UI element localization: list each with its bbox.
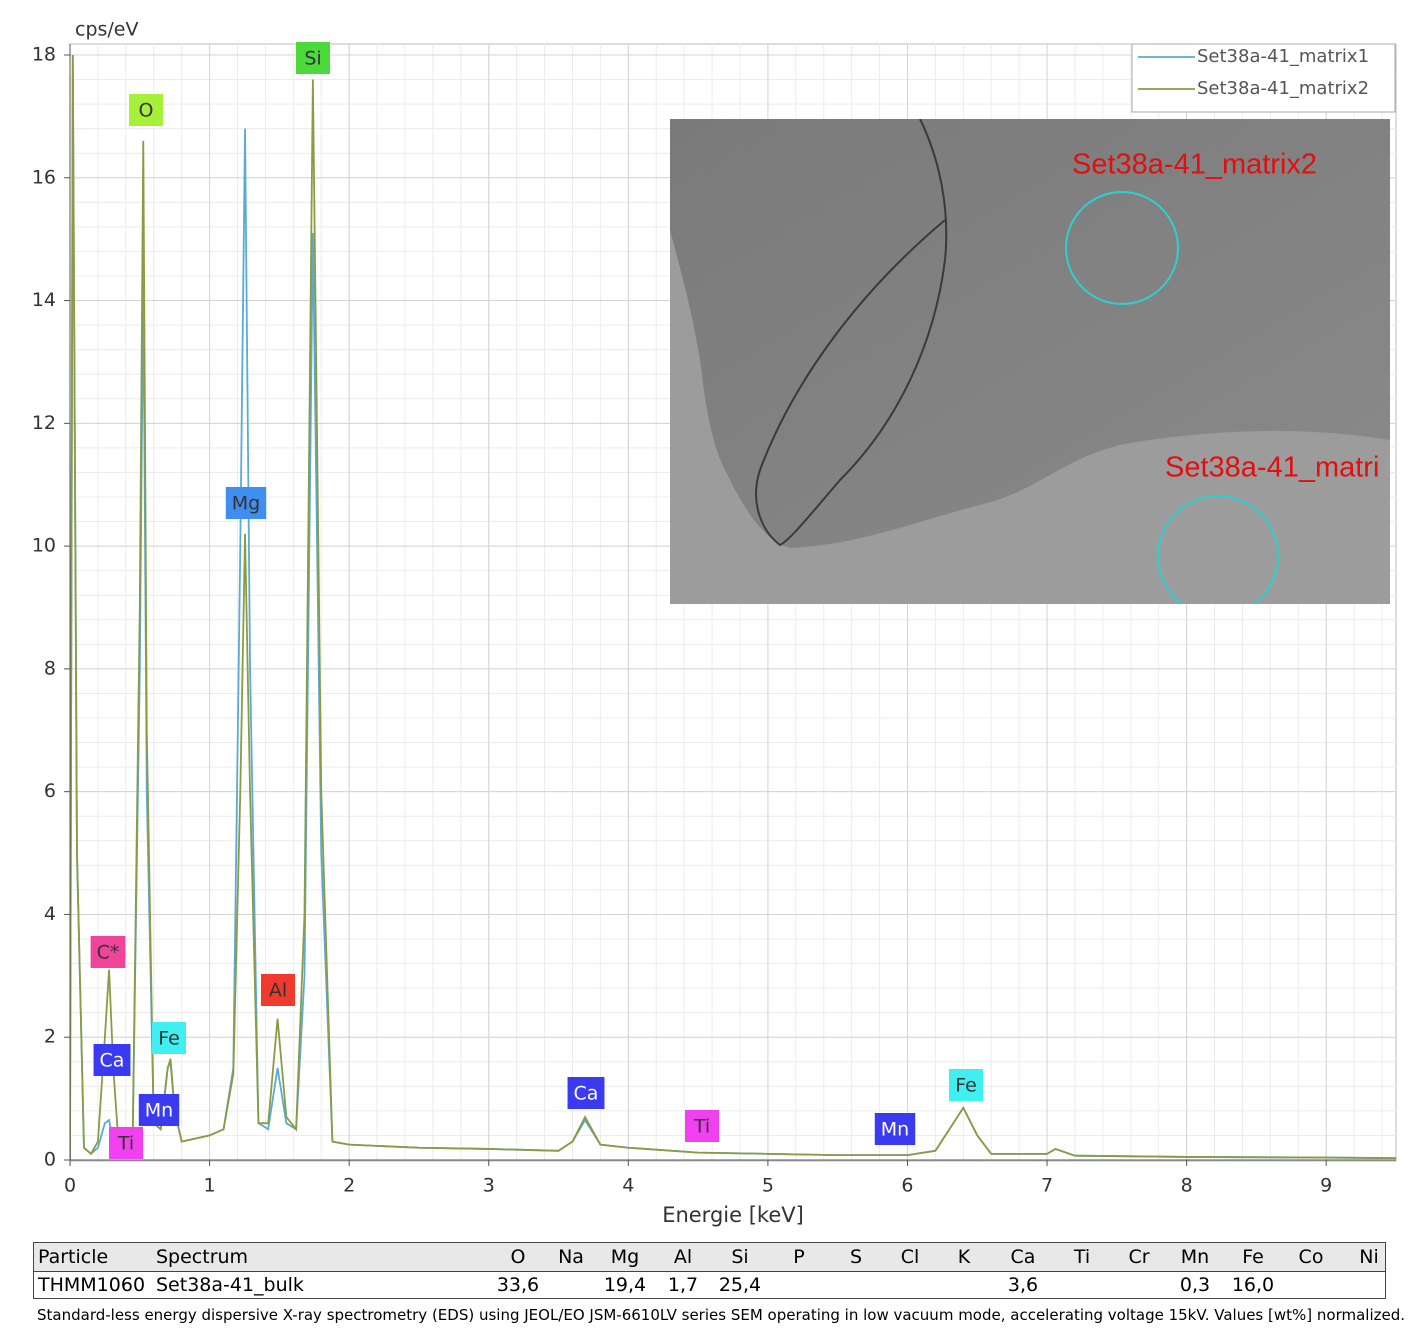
- x-tick-label: 6: [901, 1175, 913, 1197]
- table-cell: S: [849, 1246, 863, 1268]
- peak-label-box: [109, 1127, 143, 1159]
- table: Particle Spectrum O Na Mg Al Si P S Cl K Ca Ti Cr Mn Fe…: [33, 1242, 1386, 1299]
- y-tick-label: 12: [32, 412, 56, 434]
- peak-label: Ti: [117, 1133, 134, 1155]
- x-tick-label: 0: [64, 1175, 76, 1197]
- table-cell: Si: [731, 1246, 749, 1268]
- table-cell: P: [793, 1246, 805, 1268]
- table-cell: 25,4: [718, 1274, 762, 1296]
- peak-label-box: [874, 1113, 916, 1145]
- table-cell: 1,7: [667, 1274, 699, 1296]
- x-tick-label: 1: [204, 1175, 216, 1197]
- image-label: Set38a-41_matrix2: [1072, 149, 1317, 181]
- y-tick-label: 0: [44, 1149, 56, 1171]
- image-circle: [1157, 495, 1279, 604]
- peak-label: Mn: [881, 1119, 909, 1141]
- image-label: Set38a-41_matri: [1165, 452, 1379, 484]
- table-cell: Fe: [1242, 1246, 1264, 1268]
- y-tick-label: 8: [44, 657, 56, 679]
- image-crack: [755, 119, 948, 547]
- table-cell: Ni: [1359, 1246, 1379, 1268]
- table-cell: Ca: [1010, 1246, 1036, 1268]
- x-axis-label: Energie [keV]: [662, 1203, 804, 1227]
- footnote: Standard-less energy dispersive X-ray sp…: [37, 1306, 1406, 1324]
- table-cell: Cl: [900, 1246, 920, 1268]
- table-cell: 0,3: [1179, 1274, 1211, 1296]
- y-tick-label: 10: [32, 535, 56, 557]
- peak-label-box: [90, 936, 126, 968]
- table-cell: 33,6: [496, 1274, 540, 1296]
- table-cell: Cr: [1128, 1246, 1150, 1268]
- table-cell: Mn: [1180, 1246, 1210, 1268]
- table-row: THMM1060 Set38a-41_bulk 33,6 19,4 1,7 25,4 3,6…: [34, 1271, 1385, 1299]
- table-header: Particle Spectrum O Na Mg Al Si P S Cl K Ca Ti Cr Mn Fe…: [34, 1243, 1385, 1272]
- peak-label: Fe: [158, 1028, 180, 1050]
- legend-label: Set38a-41_matrix2: [1197, 78, 1369, 99]
- table-cell: Na: [558, 1246, 584, 1268]
- peak-label: Ca: [574, 1083, 599, 1105]
- table-cell: Al: [673, 1246, 693, 1268]
- y-axis-label: cps/eV: [75, 19, 139, 41]
- y-tick-label: 2: [44, 1026, 56, 1048]
- peak-label-box: [296, 42, 330, 74]
- table-cell: Spectrum: [156, 1246, 249, 1268]
- table-cell: Co: [1298, 1246, 1324, 1268]
- peak-label-box: [93, 1044, 131, 1076]
- table-cell: K: [957, 1246, 971, 1268]
- legend-label: Set38a-41_matrix1: [1197, 46, 1369, 67]
- image-circle: [1065, 191, 1179, 305]
- peak-label: Mn: [145, 1100, 173, 1122]
- peak-label-box: [261, 974, 295, 1006]
- peak-label-box: [685, 1110, 719, 1142]
- x-tick-label: 8: [1181, 1175, 1193, 1197]
- table-cell: Set38a-41_bulk: [156, 1274, 304, 1296]
- peak-label: C*: [97, 942, 120, 964]
- x-tick-label: 5: [762, 1175, 774, 1197]
- peak-label: Ti: [693, 1116, 710, 1138]
- table-cell: 19,4: [603, 1274, 647, 1296]
- peak-label: Fe: [955, 1075, 977, 1097]
- table-cell: Mg: [610, 1246, 640, 1268]
- y-tick-label: 4: [44, 903, 56, 925]
- x-tick-label: 9: [1320, 1175, 1332, 1197]
- peak-label-box: [129, 94, 163, 126]
- y-tick-label: 6: [44, 780, 56, 802]
- x-tick-label: 4: [622, 1175, 634, 1197]
- image-region: [670, 119, 1390, 548]
- table-cell: 3,6: [1007, 1274, 1039, 1296]
- peak-label-box: [225, 487, 267, 519]
- peak-label-box: [949, 1069, 983, 1101]
- table-cell: Particle: [38, 1246, 109, 1268]
- table-cell: O: [510, 1246, 526, 1268]
- table-cell: 16,0: [1231, 1274, 1275, 1296]
- chart: Set38a-41_matrix2 Set38a-41_matri O Si Mg C…: [32, 19, 1397, 1227]
- peak-label: Mg: [232, 493, 260, 515]
- legend-box: [1131, 43, 1396, 113]
- peak-label: O: [139, 100, 154, 122]
- sem-image: Set38a-41_matrix2 Set38a-41_matri: [670, 119, 1390, 604]
- table-cell: THMM1060: [38, 1274, 146, 1296]
- peak-label: Ca: [100, 1050, 125, 1072]
- peak-label: Al: [269, 980, 287, 1002]
- peak-label-box: [138, 1094, 180, 1126]
- peak-label: Si: [304, 48, 321, 70]
- x-tick-label: 7: [1041, 1175, 1053, 1197]
- y-tick-label: 16: [32, 166, 56, 188]
- peak-label-box: [567, 1077, 605, 1109]
- x-tick-label: 3: [483, 1175, 495, 1197]
- y-tick-label: 18: [32, 44, 56, 66]
- table-cell: Ti: [1073, 1246, 1091, 1268]
- peak-label-box: [152, 1022, 186, 1054]
- x-tick-label: 2: [343, 1175, 355, 1197]
- y-tick-label: 14: [32, 289, 56, 311]
